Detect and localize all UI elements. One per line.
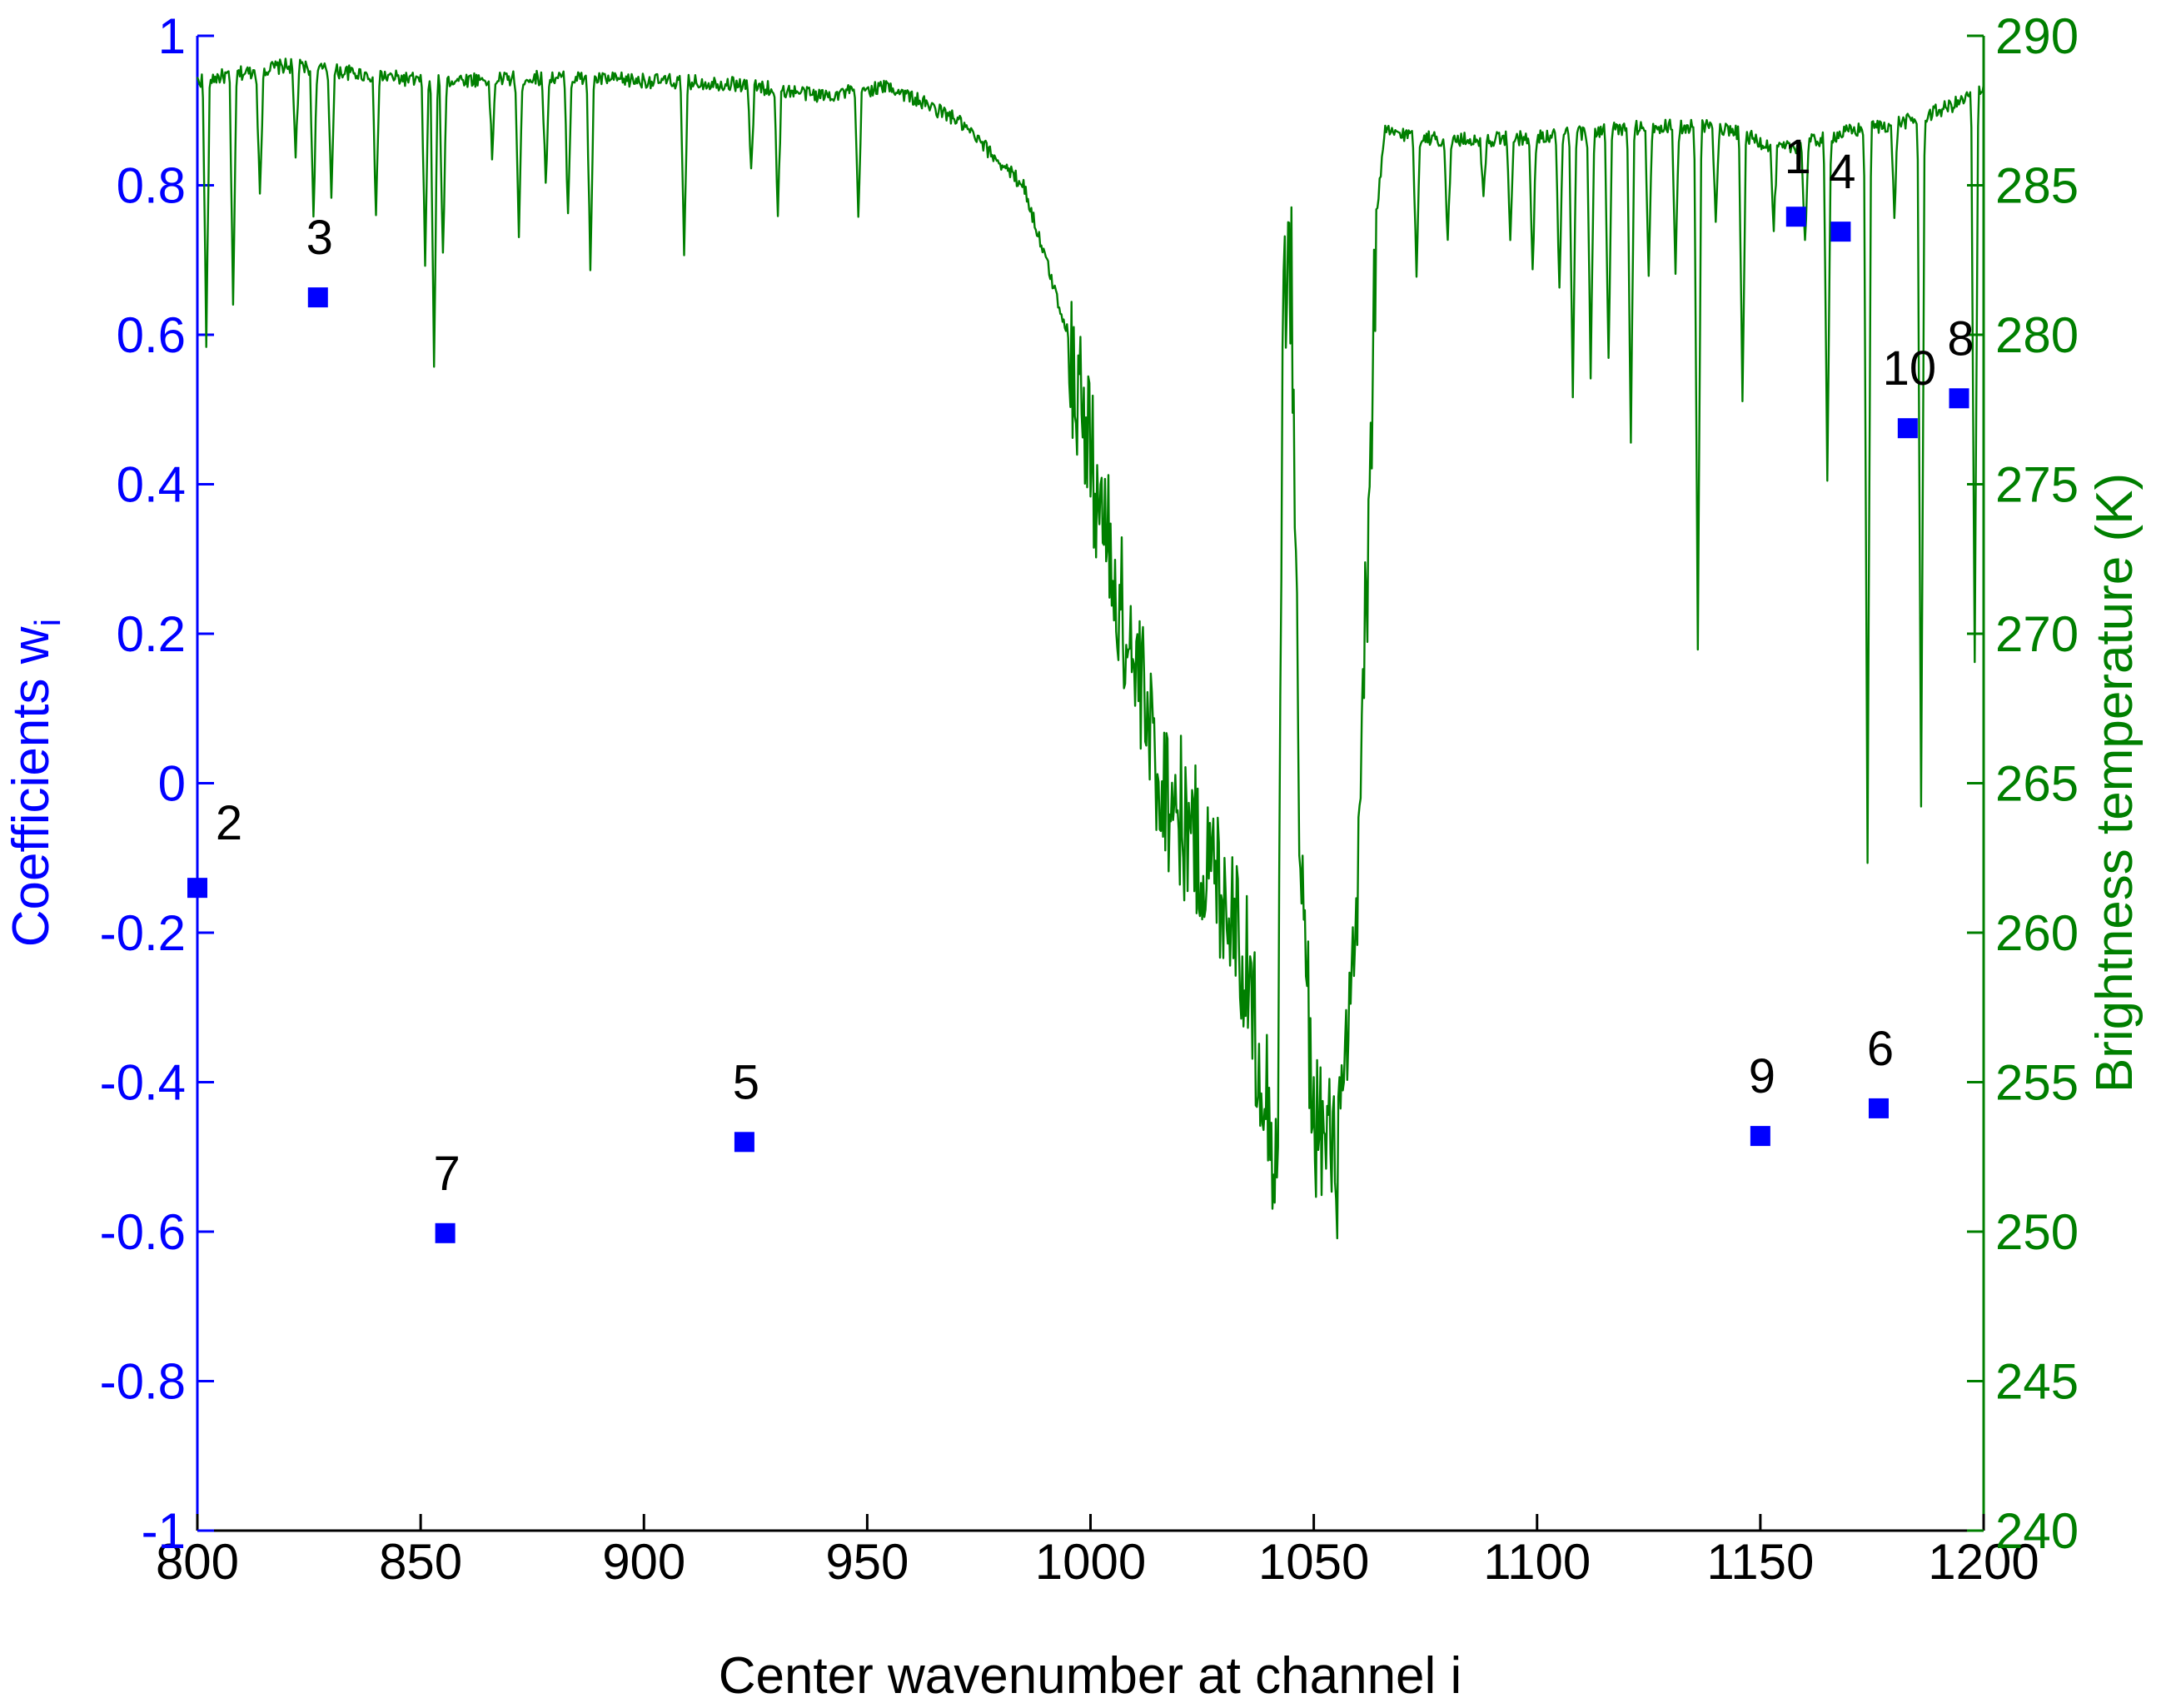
spectrum-series	[196, 57, 1985, 1240]
right-y-tick-label: 290	[1995, 8, 2079, 64]
left-y-tick-label: -0.8	[100, 1354, 186, 1410]
left-y-tick-label: 0.6	[117, 307, 186, 363]
coefficient-point	[1750, 1126, 1770, 1147]
left-y-tick-label: -1	[142, 1503, 186, 1559]
coefficient-point	[1868, 1098, 1889, 1118]
coefficient-markers: 1 2 3 4 5 6 7 8 9 10	[187, 130, 1974, 1243]
coefficient-point-label: 1	[1785, 130, 1811, 184]
coefficient-point	[1949, 388, 1969, 409]
left-y-tick-label: 0.8	[117, 158, 186, 214]
coefficient-point	[734, 1132, 754, 1153]
x-axis-title: Center wavenumber at channel i	[719, 1647, 1462, 1705]
right-y-ticks: 240 245 250 255 260 265 270 275 280 285 290	[1967, 8, 2079, 1559]
right-y-tick-label: 240	[1995, 1503, 2079, 1559]
x-tick-label: 1100	[1483, 1534, 1591, 1590]
x-tick-label: 1050	[1258, 1534, 1369, 1590]
left-y-tick-label: -0.4	[100, 1055, 186, 1111]
coefficient-point-label: 4	[1829, 145, 1855, 199]
x-tick-label: 1000	[1035, 1534, 1146, 1590]
axes: 800 850 900 950 1000 1050 1100 1150 1200 -1-0.8-…	[100, 8, 2079, 1590]
right-y-tick-label: 265	[1995, 756, 2079, 812]
x-tick-label: 1150	[1706, 1534, 1814, 1590]
left-y-tick-label: -0.6	[100, 1204, 186, 1260]
right-y-tick-label: 285	[1995, 158, 2079, 214]
x-tick-label: 850	[379, 1534, 462, 1590]
right-y-tick-label: 255	[1995, 1055, 2079, 1111]
left-y-ticks: -1 -0.8 -0.6 -0.4 -0.2 0 0.2 0.4 0.6 0.8 1	[100, 8, 214, 1559]
left-y-tick-label: 0.4	[117, 457, 186, 513]
left-y-tick-label: 0	[158, 756, 186, 812]
left-y-axis-title-main: Coefficients w	[2, 626, 60, 947]
right-y-tick-label: 280	[1995, 307, 2079, 363]
right-y-axis-title: Brightness temperature (K)	[2086, 473, 2144, 1093]
x-ticks: 800 850 900 950 1000 1050 1100 1150 1200	[156, 1514, 2039, 1590]
x-tick-label: 800	[156, 1534, 239, 1590]
brightness-temperature-line	[196, 57, 1985, 1240]
coefficient-point-label: 3	[306, 211, 333, 265]
x-tick-label: 950	[825, 1534, 909, 1590]
coefficient-point-label: 7	[433, 1147, 460, 1201]
coefficient-point-label: 8	[1947, 311, 1974, 366]
right-y-tick-label: 245	[1995, 1354, 2079, 1410]
right-y-tick-label: 270	[1995, 606, 2079, 662]
coefficient-point	[1897, 418, 1918, 439]
coefficient-point-label: 2	[216, 796, 242, 850]
coefficient-point	[307, 287, 328, 308]
coefficient-point	[435, 1222, 456, 1243]
right-y-tick-label: 250	[1995, 1204, 2079, 1260]
left-y-axis-title-subscript: i	[27, 619, 68, 627]
x-tick-label: 1200	[1928, 1534, 2039, 1590]
coefficient-point	[187, 878, 207, 899]
coefficient-point-label: 10	[1883, 341, 1937, 396]
x-tick-label: 900	[602, 1534, 685, 1590]
left-y-tick-label: -0.2	[100, 905, 186, 961]
right-y-tick-label: 260	[1995, 905, 2079, 961]
left-y-tick-label: 1	[158, 8, 186, 64]
coefficient-point-label: 6	[1867, 1022, 1894, 1076]
coefficient-point-label: 5	[733, 1055, 759, 1109]
coefficient-point	[1785, 207, 1806, 227]
coefficient-point-label: 9	[1749, 1049, 1775, 1103]
left-y-axis-title: Coefficients wi	[2, 619, 68, 948]
right-y-tick-label: 275	[1995, 457, 2079, 513]
coefficient-point	[1830, 222, 1851, 242]
left-y-tick-label: 0.2	[117, 606, 186, 662]
